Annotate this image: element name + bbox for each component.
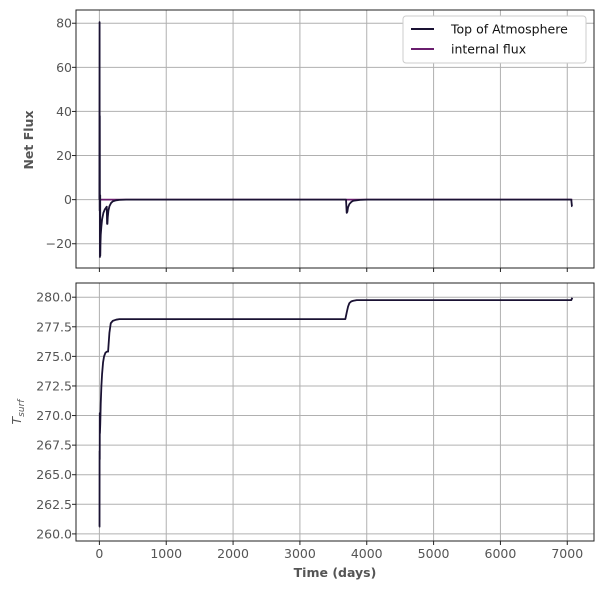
y-tick-label: 60 (56, 60, 72, 75)
time-x-axis-label: Time (days) (294, 565, 377, 580)
x-tick-label: 1000 (150, 546, 182, 561)
y-tick-label: 267.5 (36, 438, 72, 453)
net-flux-x-ticks (98, 268, 568, 272)
x-tick-label: 7000 (551, 546, 583, 561)
surface-temperature-axes-frame (75, 282, 595, 542)
y-tick-label: 262.5 (36, 497, 72, 512)
y-tick-label: 265.0 (36, 467, 72, 482)
legend-label-internal-flux: internal flux (451, 42, 526, 57)
y-tick-label: 275.0 (36, 349, 72, 364)
x-tick-label: 4000 (351, 546, 383, 561)
surface-temperature-grid (76, 283, 594, 541)
series-line-top-of-atmosphere (98, 21, 573, 258)
y-tick-label: 260.0 (36, 526, 72, 541)
y-tick-label: 280.0 (36, 290, 72, 305)
net-flux-series (98, 21, 573, 258)
y-tick-label: 80 (56, 16, 72, 31)
net-flux-y-ticks: −20 0 20 40 60 80 (46, 16, 76, 251)
y-tick-label: −20 (46, 236, 72, 251)
x-tick-label: 5000 (418, 546, 450, 561)
x-tick-label: 0 (95, 546, 103, 561)
y-tick-label: 40 (56, 104, 72, 119)
x-tick-label: 3000 (284, 546, 316, 561)
legend: Top of Atmosphere internal flux (402, 15, 587, 64)
x-tick-label: 2000 (217, 546, 249, 561)
series-line-surface-temperature (98, 297, 574, 528)
net-flux-axes-frame (75, 9, 595, 269)
y-axis-label-subscript: surf (17, 398, 27, 417)
surface-temperature-y-ticks: 260.0 262.5 265.0 267.5 270.0 272.5 275.0 277.5… (36, 290, 76, 541)
y-tick-label: 0 (64, 192, 72, 207)
y-tick-label: 20 (56, 148, 72, 163)
x-tick-label: 6000 (485, 546, 517, 561)
y-tick-label: 272.5 (36, 378, 72, 393)
legend-label-top-of-atmosphere: Top of Atmosphere (450, 22, 568, 37)
legend-box (402, 15, 587, 64)
surface-temperature-panel: 260.0 262.5 265.0 267.5 270.0 272.5 275.0 277.5… (9, 282, 595, 580)
y-tick-label: 270.0 (36, 408, 72, 423)
surface-temperature-y-axis-label: Tsurf (9, 398, 27, 425)
surface-temperature-x-ticks: 0 1000 2000 3000 4000 5000 6000 7000 (95, 541, 583, 561)
y-axis-label-main: T (9, 415, 24, 424)
y-tick-label: 277.5 (36, 319, 72, 334)
net-flux-panel: −20 0 20 40 60 80 Net Flux Top of Atmosphere … (21, 9, 595, 272)
surface-temperature-series (98, 297, 574, 528)
net-flux-y-axis-label: Net Flux (21, 110, 36, 169)
